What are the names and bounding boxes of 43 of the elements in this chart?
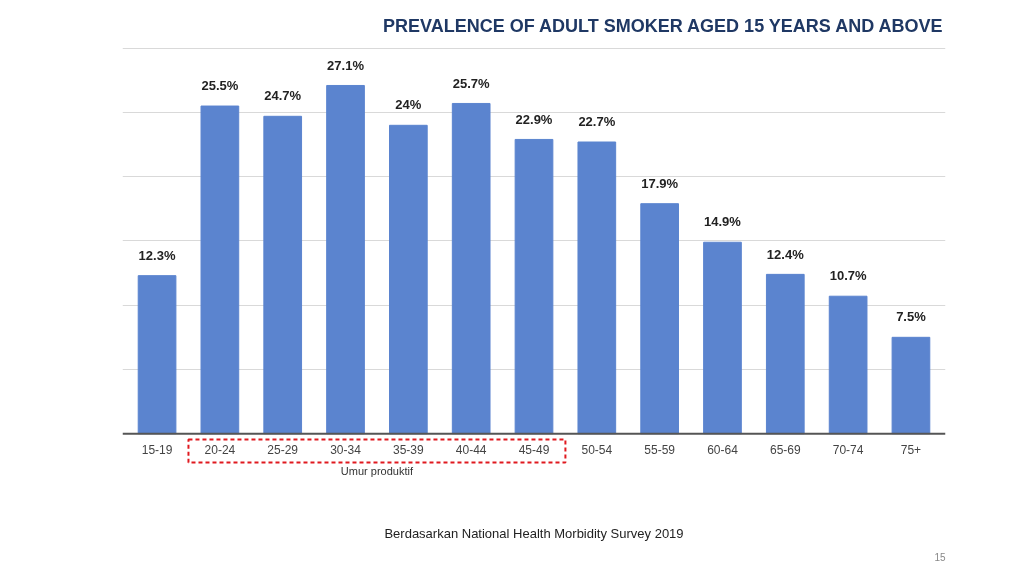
bar (765, 273, 805, 435)
data-label: 25.5% (201, 78, 239, 94)
x-tick-label: 65-69 (769, 443, 801, 458)
x-tick-label: 60-64 (707, 443, 739, 458)
data-label: 25.7% (452, 75, 491, 91)
bar (640, 203, 679, 435)
text: 15 (934, 551, 946, 563)
data-label: 14.9% (704, 214, 742, 230)
x-tick-label: 40-44 (455, 443, 487, 458)
x-tick-label: 35-39 (393, 443, 425, 458)
x-tick-label: 20-24 (204, 443, 236, 458)
data-label: 10.7% (829, 268, 867, 284)
bar (577, 141, 617, 435)
bar (200, 105, 240, 435)
data-label: 22.7% (578, 114, 616, 130)
data-label: 12.4% (766, 246, 805, 262)
data-label: 22.9% (515, 111, 553, 127)
x-tick-label: 75+ (900, 443, 922, 458)
data-label: 12.3% (138, 247, 176, 263)
x-tick-label: 45-49 (518, 443, 550, 458)
bar (891, 336, 931, 435)
bar (326, 84, 365, 435)
x-tick-label: 50-54 (581, 443, 613, 458)
x-tick-label: 55-59 (644, 443, 676, 458)
x-tick-label: 30-34 (330, 443, 362, 458)
data-label: 17.9% (641, 175, 679, 191)
bar (263, 115, 303, 435)
text: Berdasarkan National Health Morbidity Survey 2019 (384, 525, 684, 541)
x-tick-label: 70-74 (832, 443, 864, 458)
data-label: 24.7% (264, 88, 302, 104)
bar (451, 102, 491, 435)
bar (514, 138, 554, 435)
bar (389, 124, 428, 435)
chart-title: PREVALENCE OF ADULT SMOKER AGED 15 YEARS AND ABOVE (383, 15, 943, 36)
data-label: 27.1% (327, 57, 365, 73)
bar (137, 275, 177, 435)
x-tick-label: 25-29 (267, 443, 299, 458)
data-label: 24% (395, 97, 422, 113)
x-tick-label: 15-19 (141, 443, 173, 458)
text: Umur produktif (340, 464, 414, 477)
bar (703, 241, 742, 435)
data-label: 7.5% (896, 309, 927, 325)
bar (828, 295, 868, 435)
